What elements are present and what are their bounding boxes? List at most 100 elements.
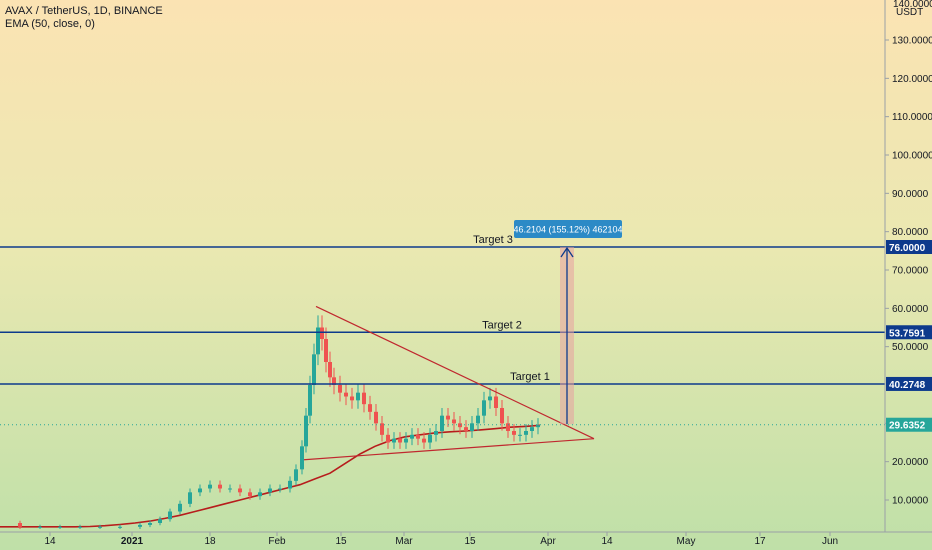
candle-body [198, 488, 202, 493]
candle-body [278, 488, 282, 490]
candle-body [434, 431, 438, 435]
price-tag-label: 76.0000 [889, 243, 926, 254]
candle-body [238, 488, 242, 493]
y-tick-label: 50.0000 [892, 342, 929, 353]
candle-body [362, 392, 366, 405]
candle-body [218, 484, 222, 489]
candle-body [476, 415, 480, 424]
triangle-lower-line [303, 438, 595, 461]
y-tick-label: 110.0000 [892, 112, 932, 123]
candle-body [380, 423, 384, 435]
candle-body [308, 385, 312, 416]
target-label: Target 3 [473, 234, 513, 246]
candle-body [158, 519, 162, 523]
price-tag [886, 325, 932, 340]
measure-label: 46.2104 (155.12%) 462104 [513, 225, 622, 235]
y-tick-label: 20.0000 [892, 457, 929, 468]
candle-body [324, 339, 328, 362]
price-tag-label: 40.2748 [889, 380, 926, 391]
x-tick-label: 14 [44, 536, 56, 547]
candle-body [18, 523, 22, 527]
candle-body [506, 423, 510, 431]
x-tick-label: 15 [335, 536, 347, 547]
candle-body [312, 354, 316, 385]
candle-body [268, 488, 272, 493]
y-tick-label-top: 140.0000 [893, 0, 932, 10]
candle-body [428, 434, 432, 443]
y-tick-label: 130.0000 [892, 36, 932, 47]
triangle-upper-line [315, 305, 595, 440]
x-tick-label: Feb [268, 536, 286, 547]
candle-body [464, 427, 468, 431]
x-tick-label: Mar [395, 536, 413, 547]
candle-body [168, 511, 172, 520]
y-tick-label: 100.0000 [892, 151, 932, 162]
candle-body [338, 385, 342, 393]
candle-body [500, 408, 504, 424]
candle-body [482, 400, 486, 416]
y-tick-label: 120.0000 [892, 74, 932, 85]
candle-body [188, 492, 192, 504]
candle-body [320, 327, 324, 339]
candle-body [488, 396, 492, 401]
y-tick-label: 60.0000 [892, 304, 929, 315]
candle-body [300, 446, 304, 470]
legend-indicator: EMA (50, close, 0) [5, 18, 95, 30]
candle-body [512, 431, 516, 435]
candle-body [416, 434, 420, 439]
last-price-tag-label: 29.6352 [889, 421, 926, 432]
candle-body [374, 411, 378, 424]
candle-body [344, 392, 348, 397]
y-tick-label: 80.0000 [892, 227, 929, 238]
candle-body [452, 419, 456, 424]
time-axis[interactable]: 14 2021 18 Feb 15 Mar 15 Apr 14 May 17 Jun [0, 531, 932, 547]
candle-body [78, 526, 82, 528]
candle-body [148, 523, 152, 525]
candle-body [536, 425, 540, 428]
candle-body [494, 396, 498, 408]
candle-body [118, 526, 122, 528]
y-tick-label: 10.0000 [892, 496, 929, 507]
candle-body [440, 415, 444, 431]
price-tag [886, 240, 932, 254]
currency-label: USDT [896, 7, 923, 18]
candle-body [518, 434, 522, 436]
price-tag-label: 53.7591 [889, 328, 926, 339]
x-tick-label: 17 [754, 536, 766, 547]
target-label: Target 1 [510, 371, 550, 383]
price-tag [886, 376, 932, 391]
candle-body [470, 423, 474, 431]
candle-body [458, 423, 462, 428]
y-tick-label: 70.0000 [892, 266, 929, 277]
candle-body [524, 431, 528, 435]
candle-body [58, 526, 62, 528]
candle-body [316, 327, 320, 355]
candle-body [178, 503, 182, 512]
x-tick-label: 2021 [121, 536, 144, 547]
candle-body [248, 492, 252, 497]
candle-body [368, 404, 372, 412]
target-label: Target 2 [482, 319, 522, 331]
last-price-tag [886, 417, 932, 432]
x-tick-label: Jun [822, 536, 838, 547]
candle-body [328, 362, 332, 378]
y-tick-label: 90.0000 [892, 189, 929, 200]
candle-body [304, 415, 308, 447]
candle-body [404, 438, 408, 443]
candle-body [332, 377, 336, 385]
candle-body [398, 438, 402, 443]
candle-body [38, 526, 42, 528]
candle-body [356, 392, 360, 401]
candle-body [446, 415, 450, 420]
candle-body [258, 492, 262, 497]
candle-body [422, 438, 426, 443]
legend-title: AVAX / TetherUS, 1D, BINANCE [5, 5, 163, 17]
x-tick-label: May [677, 536, 696, 547]
drawing-layer: Target 1 Target 2 Target 346.2104 (155.12%… [0, 220, 885, 461]
candle-body [410, 434, 414, 439]
candle-body [350, 396, 354, 401]
chart-legend: AVAX / TetherUS, 1D, BINANCE EMA (50, cl… [5, 5, 163, 31]
